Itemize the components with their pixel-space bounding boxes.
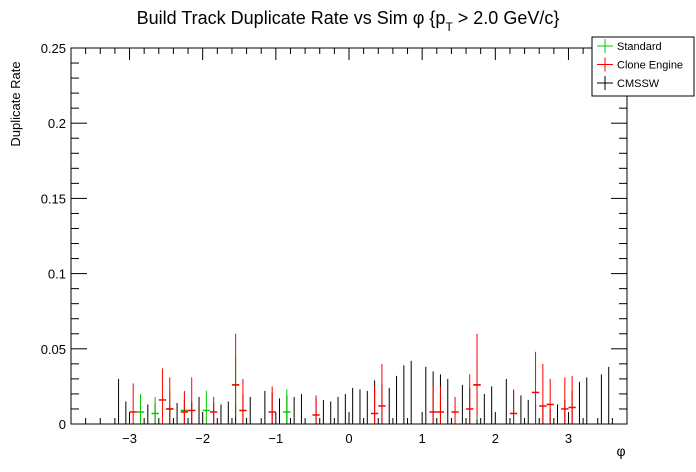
clone-engine-point bbox=[546, 378, 554, 424]
clone-engine-point bbox=[539, 363, 547, 424]
clone-engine-point bbox=[561, 377, 569, 424]
x-tick-label: 0 bbox=[345, 431, 352, 446]
legend-entry: Standard bbox=[597, 39, 662, 53]
clone-engine-point bbox=[473, 333, 481, 417]
clone-engine-point bbox=[466, 374, 474, 424]
clone-engine-point bbox=[158, 368, 167, 424]
clone-engine-point bbox=[268, 386, 276, 424]
x-tick-label: −3 bbox=[122, 431, 137, 446]
legend-entry: CMSSW bbox=[597, 76, 660, 90]
clone-engine-point bbox=[231, 333, 240, 417]
y-tick-label: 0 bbox=[59, 417, 66, 432]
plot-frame bbox=[70, 47, 628, 425]
clone-engine-point bbox=[210, 396, 218, 424]
standard-point bbox=[151, 396, 159, 424]
data-marks bbox=[118, 333, 610, 424]
legend: Standard Clone Engine CMSSW bbox=[591, 36, 695, 97]
standard-point bbox=[202, 390, 210, 424]
clone-engine-point bbox=[188, 377, 196, 424]
clone-engine-point bbox=[509, 389, 518, 424]
legend-label: CMSSW bbox=[617, 78, 660, 90]
x-axis-label: φ bbox=[616, 443, 625, 459]
x-tick-label: 3 bbox=[565, 431, 572, 446]
clone-engine-point bbox=[531, 351, 540, 424]
y-axis-label: Duplicate Rate bbox=[8, 61, 23, 146]
y-tick-label: 0.2 bbox=[48, 116, 66, 131]
clone-engine-point bbox=[180, 390, 189, 424]
clone-engine-point bbox=[239, 378, 247, 424]
x-tick-label: −2 bbox=[195, 431, 210, 446]
y-tick-label: 0.25 bbox=[41, 41, 66, 56]
clone-engine-point bbox=[378, 363, 386, 424]
chart-title: Build Track Duplicate Rate vs Sim φ {pT … bbox=[137, 8, 560, 34]
standard-point bbox=[283, 389, 291, 424]
x-tick-label: −1 bbox=[268, 431, 283, 446]
x-tick-label: 2 bbox=[492, 431, 499, 446]
legend-entry: Clone Engine bbox=[597, 57, 683, 72]
legend-box bbox=[591, 36, 695, 97]
clone-engine-point bbox=[436, 386, 445, 424]
clone-engine-point bbox=[451, 396, 459, 424]
clone-engine-point bbox=[129, 383, 137, 424]
standard-point bbox=[136, 393, 145, 424]
y-tick-label: 0.05 bbox=[41, 342, 66, 357]
y-tick-label: 0.15 bbox=[41, 191, 66, 206]
legend-label: Clone Engine bbox=[617, 60, 683, 72]
clone-engine-point bbox=[166, 377, 174, 424]
x-tick-label: 1 bbox=[419, 431, 426, 446]
clone-engine-point bbox=[429, 386, 437, 424]
legend-label: Standard bbox=[617, 41, 662, 53]
clone-engine-point bbox=[312, 395, 320, 424]
clone-engine-point bbox=[370, 386, 379, 424]
clone-engine-point bbox=[568, 375, 576, 424]
y-tick-label: 0.1 bbox=[48, 267, 66, 282]
